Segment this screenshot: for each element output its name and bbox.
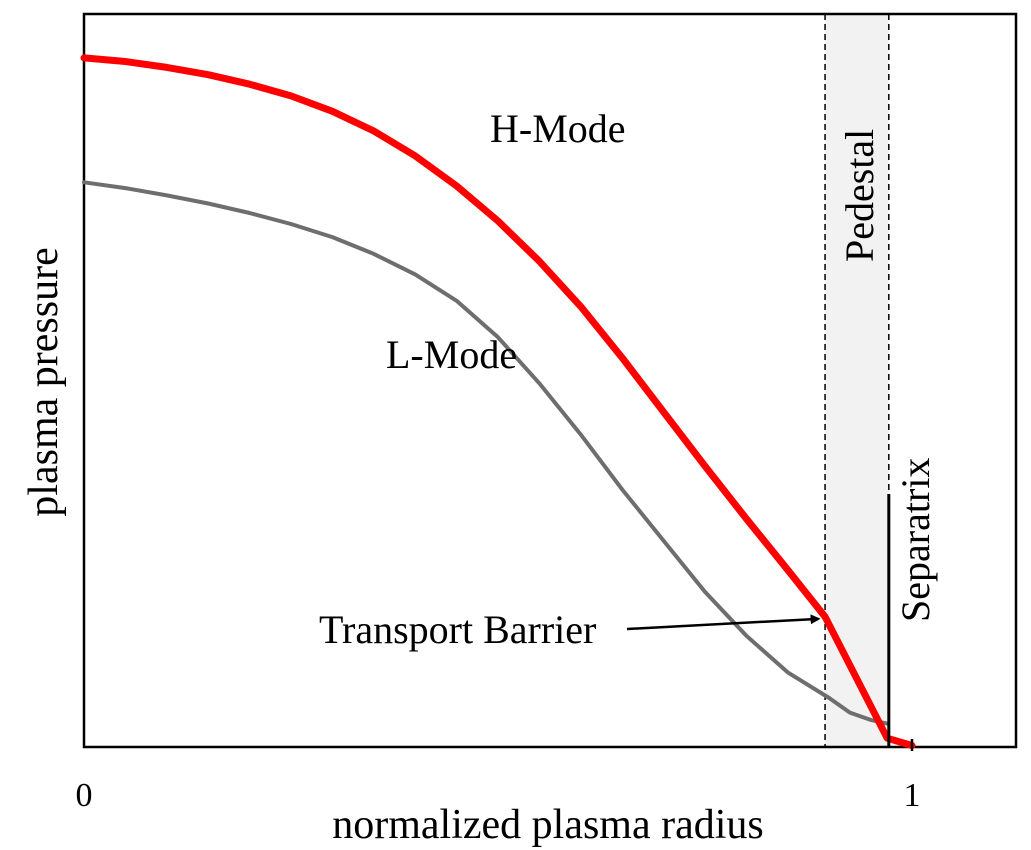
y-axis-label: plasma pressure — [21, 247, 67, 516]
h-mode-curve — [80, 54, 916, 749]
pedestal-label: Pedestal — [837, 129, 882, 262]
x-tick-label: 0 — [76, 777, 93, 814]
transport-barrier-arrow — [626, 614, 821, 631]
plot-frame — [82, 12, 1018, 749]
l-mode-curve — [82, 180, 890, 726]
l-mode-label: L-Mode — [386, 332, 517, 377]
x-tick-label: 1 — [904, 777, 921, 814]
transport-barrier-label: Transport Barrier — [319, 607, 596, 652]
h-mode-label: H-Mode — [490, 106, 626, 151]
series-layer — [80, 54, 916, 749]
separatrix-label: Separatrix — [893, 458, 938, 622]
pedestal-region — [825, 14, 889, 747]
x-axis-label: normalized plasma radius — [332, 802, 764, 848]
